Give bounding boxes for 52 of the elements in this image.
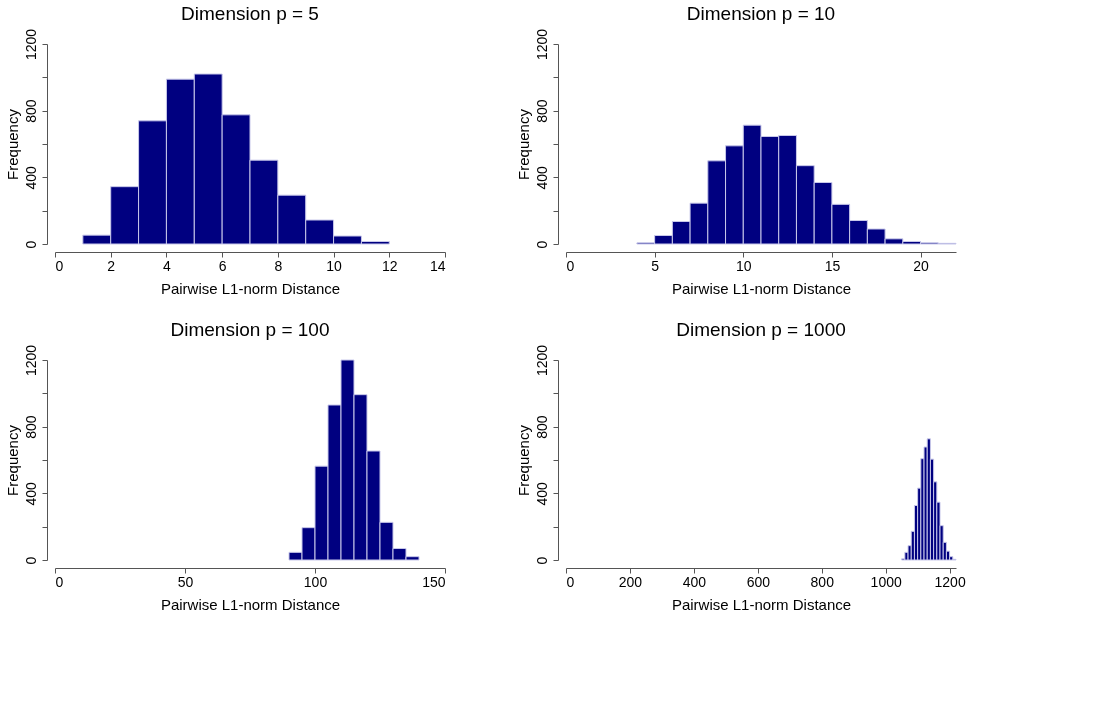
- x-tick-label: 0: [55, 257, 64, 274]
- y-tick-label: 1200: [533, 344, 550, 377]
- chart-title: Dimension p = 5: [181, 3, 319, 25]
- x-axis-title: Pairwise L1-norm Distance: [160, 595, 341, 613]
- y-tick-label: 400: [22, 165, 39, 190]
- y-tick-label: 0: [22, 556, 39, 565]
- y-tick-label: 400: [533, 481, 550, 506]
- x-tick-label: 100: [303, 573, 328, 590]
- x-tick-label: 5: [651, 257, 660, 274]
- x-tick-label: 50: [177, 573, 194, 590]
- y-axis-title: Frequency: [3, 108, 21, 180]
- y-axis-title: Frequency: [514, 424, 532, 496]
- y-tick-label: 0: [22, 240, 39, 249]
- x-tick-label: 12: [382, 257, 398, 274]
- y-axis-title: Frequency: [514, 108, 532, 180]
- y-tick-label: 1200: [533, 28, 550, 61]
- y-tick-label: 400: [533, 165, 550, 190]
- chart-title: Dimension p = 10: [686, 3, 836, 25]
- y-axis-title: Frequency: [3, 424, 21, 496]
- y-tick-label: 0: [533, 556, 550, 565]
- x-axis-title: Pairwise L1-norm Distance: [671, 279, 852, 297]
- y-tick-label: 800: [533, 415, 550, 439]
- y-tick-label: 400: [22, 481, 39, 506]
- x-tick-label: 0: [566, 257, 575, 274]
- x-tick-label: 800: [810, 573, 835, 590]
- x-tick-label: 0: [55, 573, 64, 590]
- x-tick-label: 6: [218, 257, 227, 274]
- x-axis-title: Pairwise L1-norm Distance: [160, 279, 341, 297]
- y-tick-label: 0: [533, 240, 550, 249]
- chart-title: Dimension p = 1000: [676, 319, 846, 341]
- x-tick-label: 150: [422, 573, 446, 590]
- y-tick-label: 1200: [22, 28, 39, 61]
- x-tick-label: 400: [682, 573, 707, 590]
- y-tick-label: 800: [533, 99, 550, 123]
- x-tick-label: 0: [566, 573, 575, 590]
- x-tick-label: 1200: [934, 573, 966, 590]
- x-tick-label: 10: [735, 257, 752, 274]
- x-tick-label: 1000: [870, 573, 902, 590]
- x-tick-label: 15: [824, 257, 841, 274]
- x-tick-label: 600: [746, 573, 771, 590]
- x-tick-label: 2: [107, 257, 116, 274]
- x-tick-label: 200: [618, 573, 643, 590]
- y-tick-label: 1200: [22, 344, 39, 377]
- y-tick-label: 800: [22, 415, 39, 439]
- x-tick-label: 14: [429, 257, 446, 274]
- x-tick-label: 10: [326, 257, 343, 274]
- x-tick-label: 8: [274, 257, 283, 274]
- y-tick-label: 800: [22, 99, 39, 123]
- x-tick-label: 20: [913, 257, 930, 274]
- x-axis-title: Pairwise L1-norm Distance: [671, 595, 852, 613]
- x-tick-label: 4: [163, 257, 172, 274]
- chart-title: Dimension p = 100: [170, 319, 330, 341]
